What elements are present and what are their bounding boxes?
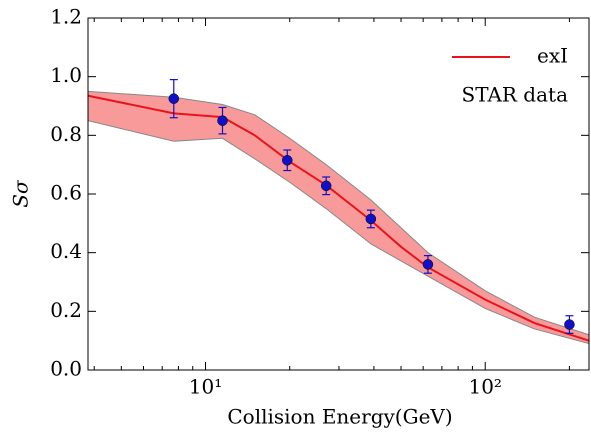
x-tick-label: 10¹ [189, 375, 222, 399]
uncertainty-band [87, 90, 590, 345]
y-tick-label: 1.2 [50, 5, 82, 29]
data-point [564, 319, 575, 330]
y-tick-label: 0.0 [50, 357, 82, 381]
legend-label: STAR data [462, 83, 569, 107]
y-axis-label: Sσ [9, 179, 33, 208]
y-tick-label: 0.8 [50, 122, 82, 146]
y-tick-label: 1.0 [50, 63, 82, 87]
data-point [422, 259, 434, 270]
data-point [217, 115, 228, 126]
data-point [282, 155, 293, 166]
data-point [168, 93, 180, 104]
data-point [365, 213, 377, 225]
legend-label: exI [537, 44, 568, 68]
x-tick-label: 10² [468, 375, 501, 399]
x-axis-label: Collision Energy(GeV) [227, 405, 452, 429]
y-tick-label: 0.6 [50, 181, 82, 205]
line [87, 94, 590, 342]
data-point [320, 180, 332, 192]
y-tick-label: 0.4 [50, 239, 82, 263]
y-tick-label: 0.2 [50, 298, 82, 322]
